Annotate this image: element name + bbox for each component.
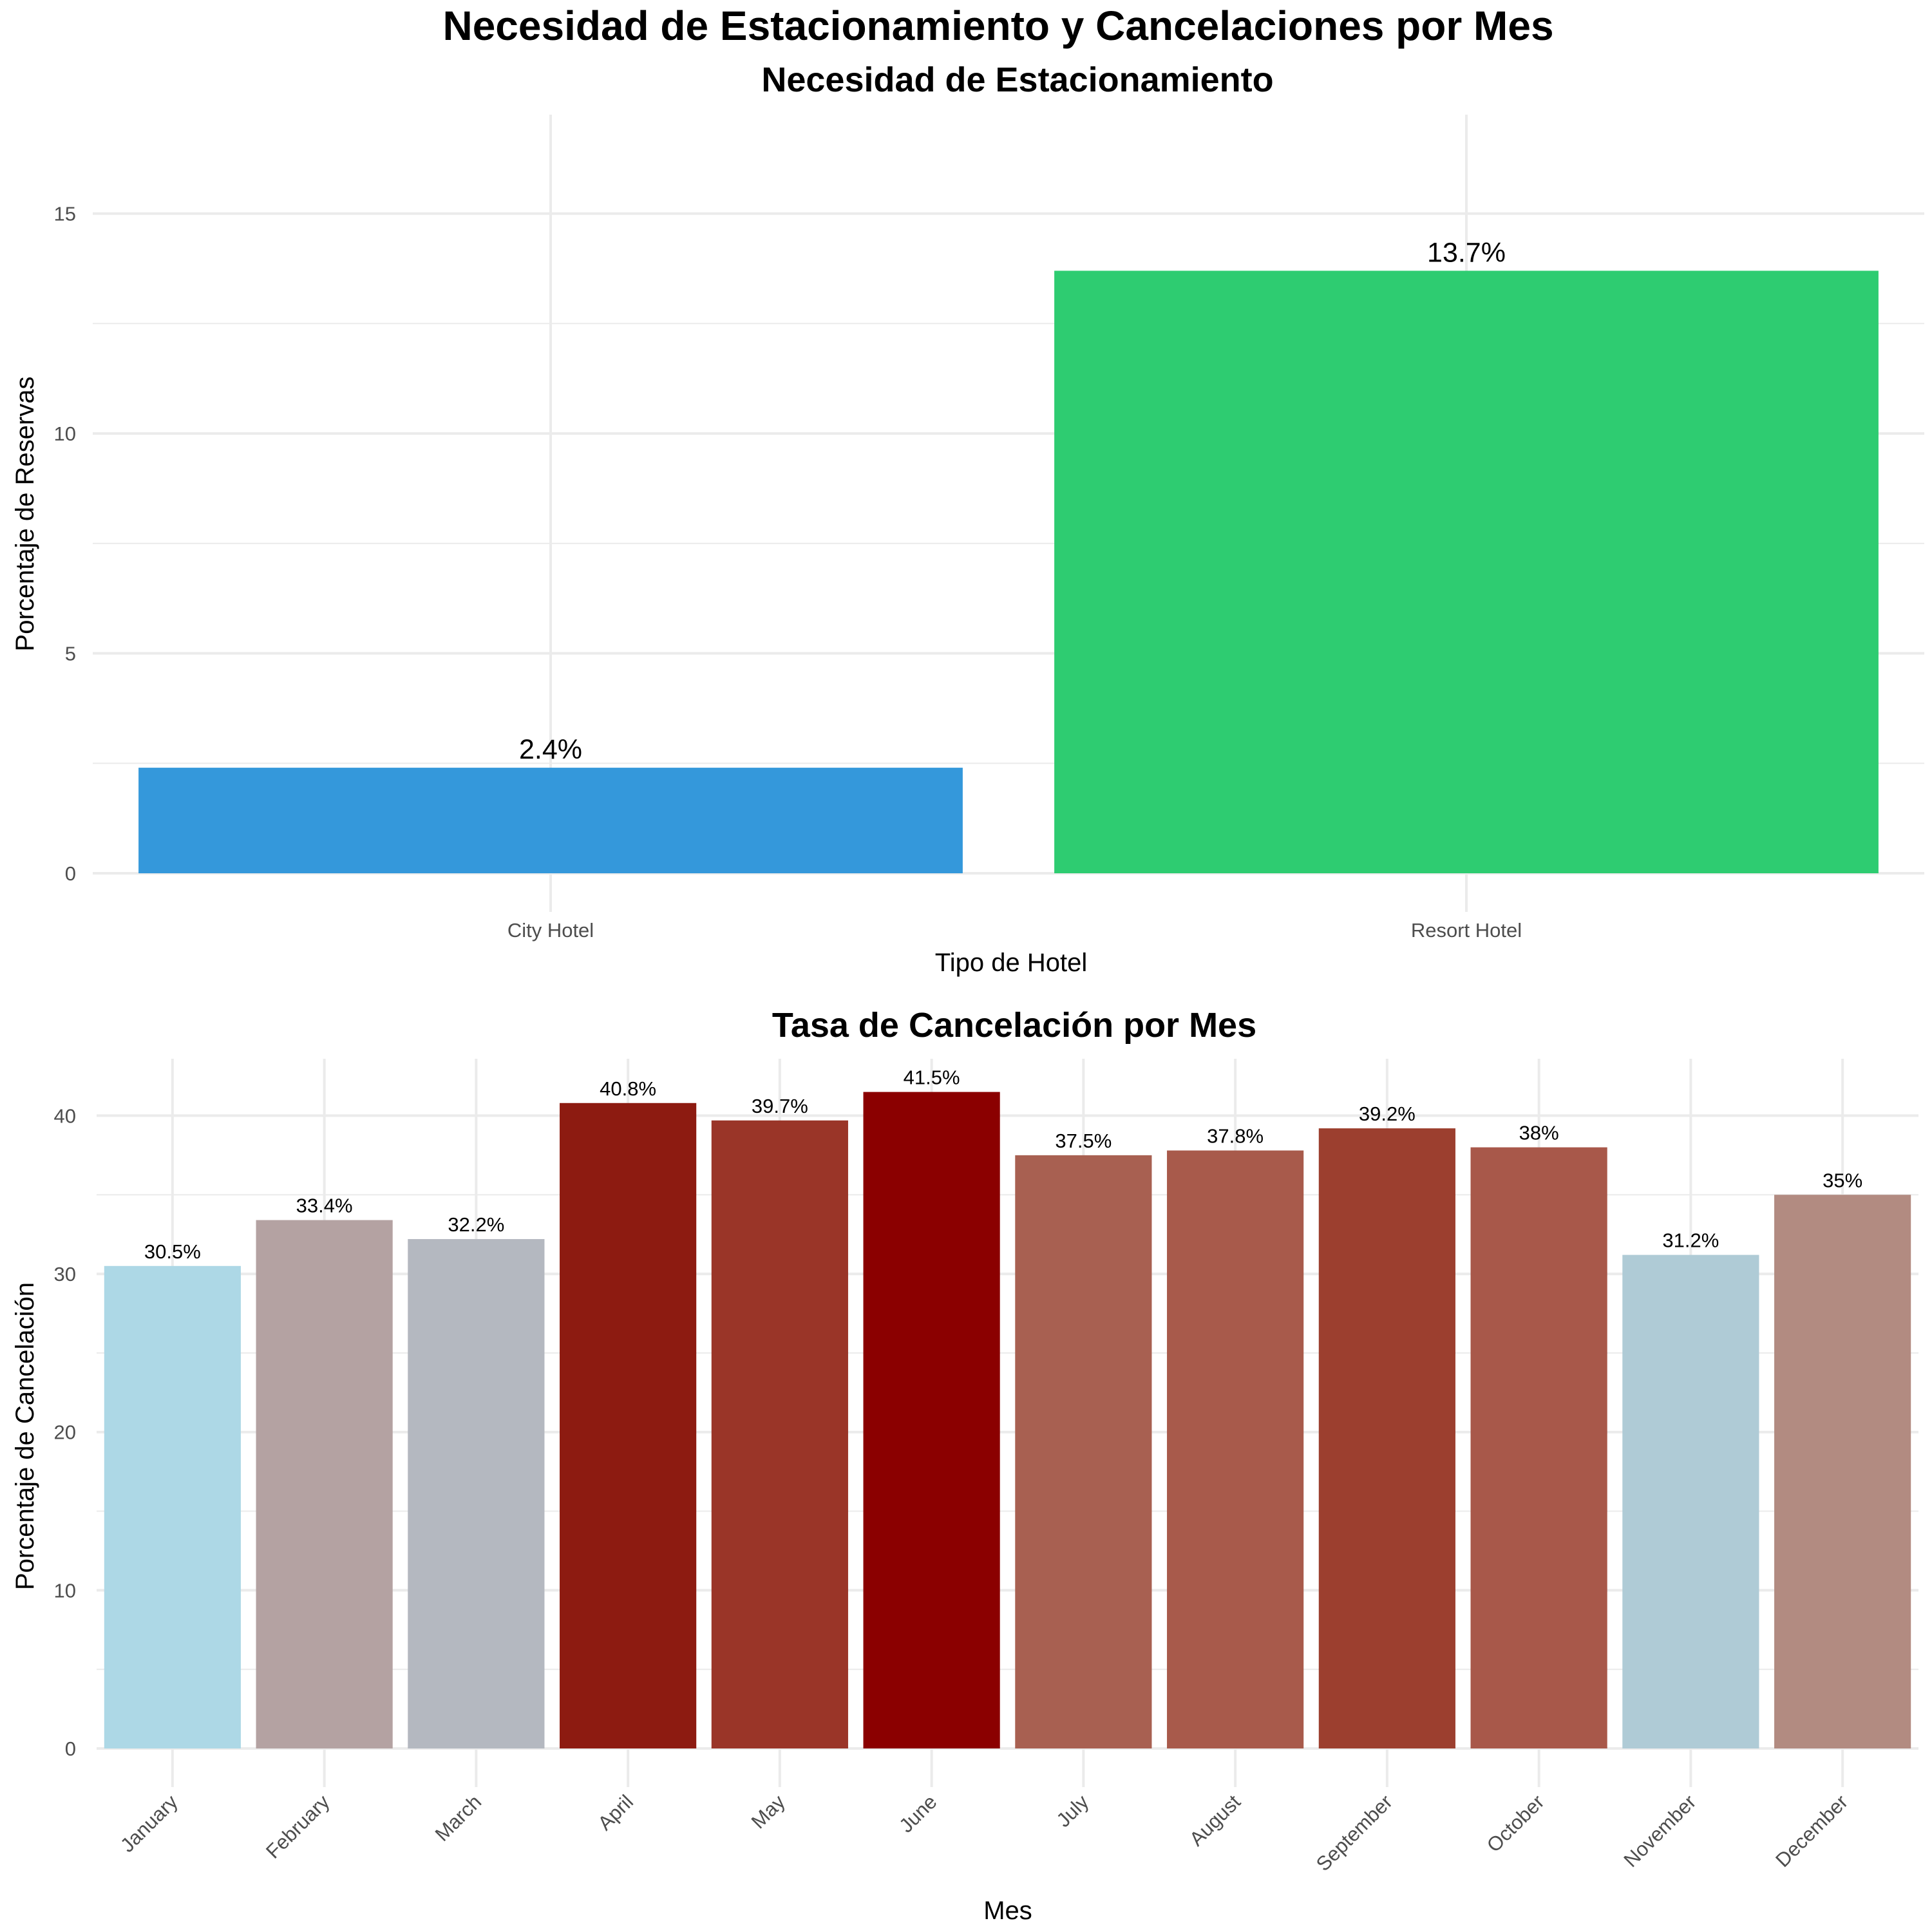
x-tick-label: October bbox=[1482, 1790, 1549, 1857]
bar bbox=[138, 768, 963, 873]
x-tick-label: April bbox=[593, 1790, 638, 1835]
bar bbox=[408, 1239, 545, 1748]
p2-title: Tasa de Cancelación por Mes bbox=[772, 1006, 1256, 1045]
x-tick-label: July bbox=[1052, 1790, 1094, 1832]
bar bbox=[1774, 1195, 1911, 1748]
x-tick-label: Resort Hotel bbox=[1411, 919, 1522, 942]
p2-x-axis-title: Mes bbox=[983, 1897, 1032, 1925]
y-tick-label: 10 bbox=[54, 1579, 76, 1602]
bar bbox=[1318, 1128, 1455, 1748]
x-tick-label: March bbox=[431, 1790, 486, 1846]
y-tick-label: 5 bbox=[65, 643, 76, 665]
data-label: 30.5% bbox=[144, 1240, 201, 1263]
x-tick-label: January bbox=[116, 1790, 182, 1857]
data-label: 37.8% bbox=[1207, 1124, 1264, 1147]
bar bbox=[256, 1220, 393, 1748]
bar bbox=[1470, 1147, 1607, 1748]
data-label: 31.2% bbox=[1662, 1229, 1719, 1252]
data-label: 41.5% bbox=[904, 1066, 960, 1089]
y-tick-label: 30 bbox=[54, 1263, 76, 1285]
p1-title: Necesidad de Estacionamiento bbox=[761, 61, 1273, 99]
bar bbox=[1054, 270, 1879, 874]
p1-y-tick-labels: 0 5 10 15 bbox=[54, 203, 76, 885]
data-label: 13.7% bbox=[1427, 237, 1506, 268]
data-label: 2.4% bbox=[519, 734, 582, 765]
data-label: 39.2% bbox=[1359, 1103, 1416, 1125]
x-tick-label: September bbox=[1312, 1790, 1397, 1875]
data-label: 38% bbox=[1519, 1122, 1559, 1144]
bar bbox=[1167, 1150, 1304, 1748]
p2-data-labels: 30.5% 33.4% 32.2% 40.8% 39.7% 41.5% 37.5% 37.8%… bbox=[144, 1066, 1862, 1263]
p1-y-axis-title: Porcentaje de Reservas bbox=[11, 377, 39, 652]
data-label: 40.8% bbox=[600, 1077, 656, 1100]
x-tick-label: August bbox=[1185, 1790, 1245, 1850]
p1-data-labels: 2.4% 13.7% bbox=[519, 237, 1506, 765]
p1-bars bbox=[138, 270, 1879, 874]
y-tick-label: 20 bbox=[54, 1421, 76, 1444]
data-label: 39.7% bbox=[752, 1095, 808, 1117]
y-tick-label: 0 bbox=[65, 1738, 76, 1760]
main-title: Necesidad de Estacionamiento y Cancelaci… bbox=[442, 3, 1553, 49]
data-label: 35% bbox=[1823, 1169, 1862, 1191]
p1-x-axis-title: Tipo de Hotel bbox=[935, 949, 1087, 977]
data-label: 37.5% bbox=[1055, 1130, 1112, 1152]
data-label: 33.4% bbox=[296, 1195, 353, 1217]
y-tick-label: 40 bbox=[54, 1104, 76, 1127]
bar bbox=[104, 1265, 241, 1748]
bar bbox=[863, 1092, 1000, 1748]
x-tick-label: City Hotel bbox=[507, 919, 594, 942]
bar bbox=[560, 1103, 697, 1748]
p2-y-tick-labels: 0 10 20 30 40 bbox=[54, 1104, 76, 1760]
panel-cancellations: 0 10 20 30 40 January February March April May Ju… bbox=[11, 1006, 1918, 1925]
p2-bars bbox=[104, 1092, 1911, 1748]
x-tick-label: June bbox=[895, 1790, 941, 1837]
data-label: 32.2% bbox=[448, 1213, 504, 1236]
bar bbox=[1015, 1155, 1152, 1748]
x-tick-label: May bbox=[747, 1790, 790, 1833]
x-tick-label: November bbox=[1619, 1790, 1700, 1871]
y-tick-label: 15 bbox=[54, 203, 76, 225]
y-tick-label: 0 bbox=[65, 862, 76, 885]
bar bbox=[1622, 1255, 1759, 1748]
bar bbox=[711, 1120, 848, 1748]
x-tick-label: February bbox=[261, 1790, 334, 1863]
p1-x-tick-labels: City Hotel Resort Hotel bbox=[507, 919, 1522, 942]
y-tick-label: 10 bbox=[54, 422, 76, 445]
p2-x-tick-labels: January February March April May June July Augu… bbox=[116, 1790, 1852, 1875]
x-tick-label: December bbox=[1771, 1790, 1852, 1871]
p2-y-axis-title: Porcentaje de Cancelación bbox=[11, 1282, 39, 1590]
